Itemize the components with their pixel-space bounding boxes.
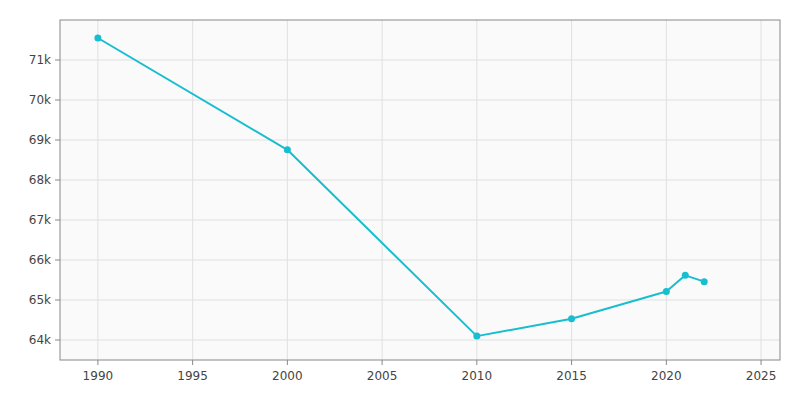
grid: [55, 20, 780, 365]
data-point: [473, 333, 480, 340]
x-grid-line: [97, 20, 98, 360]
y-grid-line: [60, 140, 780, 141]
chart-container: 1990 1995 2000 2005 2010 2015 2020 2025 64k 65k 66…: [0, 0, 800, 400]
y-grid-line: [60, 180, 780, 181]
x-tick-label: 1990: [83, 369, 114, 383]
data-layer: [94, 35, 707, 340]
plot-background: [60, 20, 780, 360]
y-grid-line: [60, 300, 780, 301]
x-tick-label: 2010: [462, 369, 493, 383]
y-grid-line: [60, 60, 780, 61]
x-grid-line: [666, 20, 667, 360]
data-point: [94, 35, 101, 42]
x-tick: [287, 360, 288, 365]
y-tick-label: 68k: [29, 173, 51, 187]
x-grid-line: [382, 20, 383, 360]
y-tick-label: 65k: [29, 293, 51, 307]
y-tick: [55, 180, 60, 181]
x-grid-line: [476, 20, 477, 360]
data-point: [284, 146, 291, 153]
data-point: [701, 278, 708, 285]
y-tick-label: 71k: [29, 53, 51, 67]
y-tick: [55, 140, 60, 141]
x-tick: [571, 360, 572, 365]
y-tick: [55, 220, 60, 221]
x-tick: [192, 360, 193, 365]
x-tick-label: 2015: [556, 369, 587, 383]
x-grid-line: [571, 20, 572, 360]
x-tick: [761, 360, 762, 365]
data-point: [682, 272, 689, 279]
x-tick: [97, 360, 98, 365]
y-tick-label: 64k: [29, 333, 51, 347]
chart-svg: 1990 1995 2000 2005 2010 2015 2020 2025 64k 65k 66…: [0, 0, 800, 400]
plot-frame: [60, 20, 780, 360]
data-point: [663, 288, 670, 295]
y-tick-label: 66k: [29, 253, 51, 267]
x-tick: [476, 360, 477, 365]
y-grid-line: [60, 260, 780, 261]
data-line: [98, 38, 704, 336]
y-tick: [55, 100, 60, 101]
y-grid-line: [60, 100, 780, 101]
y-tick: [55, 260, 60, 261]
y-grid-line: [60, 340, 780, 341]
x-grid-line: [287, 20, 288, 360]
y-grid-line: [60, 220, 780, 221]
y-tick: [55, 340, 60, 341]
x-tick-label: 2020: [651, 369, 682, 383]
y-tick: [55, 60, 60, 61]
x-tick: [382, 360, 383, 365]
y-tick: [55, 300, 60, 301]
x-tick-label: 2025: [746, 369, 777, 383]
x-tick: [666, 360, 667, 365]
data-point: [568, 315, 575, 322]
x-grid-line: [192, 20, 193, 360]
y-tick-label: 69k: [29, 133, 51, 147]
x-grid-line: [761, 20, 762, 360]
x-tick-label: 2005: [367, 369, 398, 383]
y-tick-label: 70k: [29, 93, 51, 107]
x-tick-label: 1995: [177, 369, 208, 383]
x-tick-label: 2000: [272, 369, 303, 383]
tick-labels: 1990 1995 2000 2005 2010 2015 2020 2025 64k 65k 66…: [29, 53, 777, 383]
y-tick-label: 67k: [29, 213, 51, 227]
